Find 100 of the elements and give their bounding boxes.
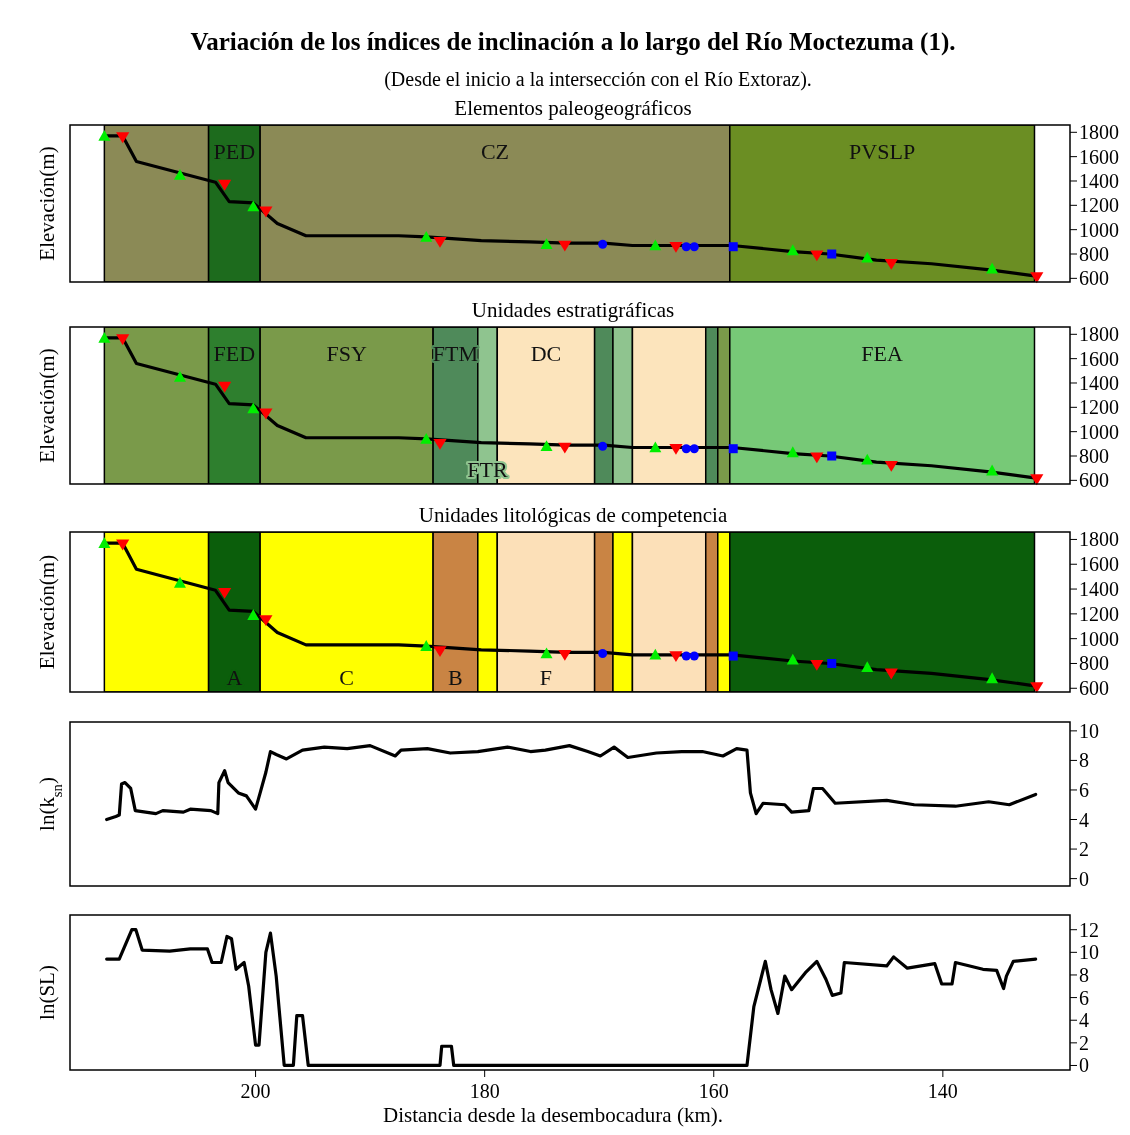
- point: [259, 206, 273, 218]
- point: [810, 659, 824, 671]
- point: [558, 240, 572, 252]
- band-label: CZ: [480, 139, 510, 164]
- point: [689, 242, 699, 252]
- y-tick-label: 1200: [1079, 194, 1119, 217]
- point: [218, 381, 232, 393]
- band-label: PVSLP: [849, 139, 916, 164]
- y-tick-label: 1800: [1079, 528, 1119, 551]
- point: [689, 444, 699, 454]
- band-label: FSY: [326, 341, 367, 366]
- point: [827, 658, 837, 668]
- point: [433, 237, 447, 248]
- point: [116, 334, 130, 346]
- point: [116, 539, 130, 551]
- y-tick-label: 1400: [1079, 169, 1119, 192]
- y-tick-label: 0: [1079, 867, 1089, 890]
- y-tick-label: 800: [1079, 445, 1109, 468]
- band-label: F: [539, 665, 553, 690]
- point: [986, 464, 999, 476]
- line-series: [105, 928, 1038, 1068]
- y-tick-label: 1800: [1079, 323, 1119, 346]
- y-tick-label: 1800: [1079, 121, 1119, 144]
- y-tick-label: 1600: [1079, 145, 1119, 168]
- y-tick-label: 600: [1079, 677, 1109, 700]
- point: [786, 653, 799, 665]
- point: [247, 609, 260, 620]
- point: [247, 200, 260, 212]
- y-axis-title: Elevación(m): [35, 554, 59, 670]
- point: [98, 537, 111, 548]
- point: [1030, 682, 1044, 694]
- point: [884, 258, 898, 270]
- point: [810, 250, 824, 262]
- point: [218, 587, 232, 599]
- y-tick-label: 1600: [1079, 553, 1119, 576]
- chart-title: Unidades estratigráficas: [471, 298, 675, 322]
- point: [598, 441, 608, 451]
- point: [598, 649, 608, 659]
- line-series: [105, 744, 1038, 822]
- y-tick-label: 600: [1079, 267, 1109, 290]
- point: [649, 648, 662, 660]
- point: [986, 672, 999, 684]
- point: [669, 241, 683, 253]
- band-label: FED: [213, 341, 256, 366]
- point: [669, 443, 683, 455]
- point: [884, 668, 898, 680]
- y-tick-label: 1200: [1079, 396, 1119, 419]
- chart-title: Variación de los índices de inclinación a lo largo del Río Moctezuma (1).: [190, 28, 956, 56]
- y-tick-label: 4: [1079, 1009, 1089, 1032]
- point: [861, 453, 874, 465]
- band-label: FEA: [861, 341, 904, 366]
- point: [98, 331, 111, 343]
- y-tick-label: 10: [1079, 719, 1099, 742]
- point: [827, 451, 837, 461]
- text: Elementos paleogeográficos: [454, 96, 692, 120]
- point: [98, 129, 111, 141]
- x-tick-label: 180: [469, 1080, 500, 1102]
- point: [218, 179, 232, 191]
- y-tick-label: 800: [1079, 652, 1109, 675]
- y-axis-title: ln(SL): [35, 965, 59, 1020]
- point: [259, 615, 273, 627]
- point: [681, 444, 691, 454]
- point: [420, 230, 433, 242]
- y-tick-label: 8: [1079, 749, 1089, 772]
- x-tick-label: 140: [927, 1080, 958, 1102]
- point: [116, 132, 130, 144]
- band-label: PED: [213, 139, 256, 164]
- point: [884, 460, 898, 472]
- y-tick-label: 2: [1079, 838, 1089, 861]
- point: [861, 661, 874, 672]
- point: [810, 452, 824, 464]
- point: [173, 168, 186, 180]
- point: [433, 439, 447, 450]
- y-tick-label: 1000: [1079, 627, 1119, 650]
- point: [173, 370, 186, 382]
- y-tick-label: 1400: [1079, 371, 1119, 394]
- y-axis-title: Elevación(m): [35, 146, 59, 261]
- point: [689, 651, 699, 661]
- x-axis-title: Distancia desde la desembocadura (km).: [383, 1103, 723, 1127]
- y-axis-title: Elevación(m): [35, 348, 59, 463]
- point: [786, 446, 799, 458]
- point: [247, 402, 260, 414]
- point: [1030, 474, 1044, 486]
- y-tick-label: 10: [1079, 941, 1099, 964]
- band-label: A: [226, 665, 243, 690]
- y-tick-label: 1200: [1079, 602, 1119, 625]
- band-label: B: [448, 665, 463, 690]
- y-tick-label: 6: [1079, 778, 1089, 801]
- y-tick-label: 1400: [1079, 578, 1119, 601]
- point: [558, 649, 572, 661]
- y-tick-label: 12: [1079, 918, 1099, 941]
- y-tick-label: 1000: [1079, 420, 1119, 443]
- chart-title: Unidades litológicas de competencia: [418, 503, 728, 527]
- point: [827, 249, 837, 259]
- x-tick-label: 160: [698, 1080, 729, 1102]
- chart-subtitle: (Desde el inicio a la intersección con el Río Extoraz).: [384, 68, 812, 91]
- y-tick-label: 800: [1079, 243, 1109, 266]
- point: [728, 651, 738, 661]
- y-tick-label: 0: [1079, 1054, 1089, 1077]
- point: [1030, 272, 1044, 284]
